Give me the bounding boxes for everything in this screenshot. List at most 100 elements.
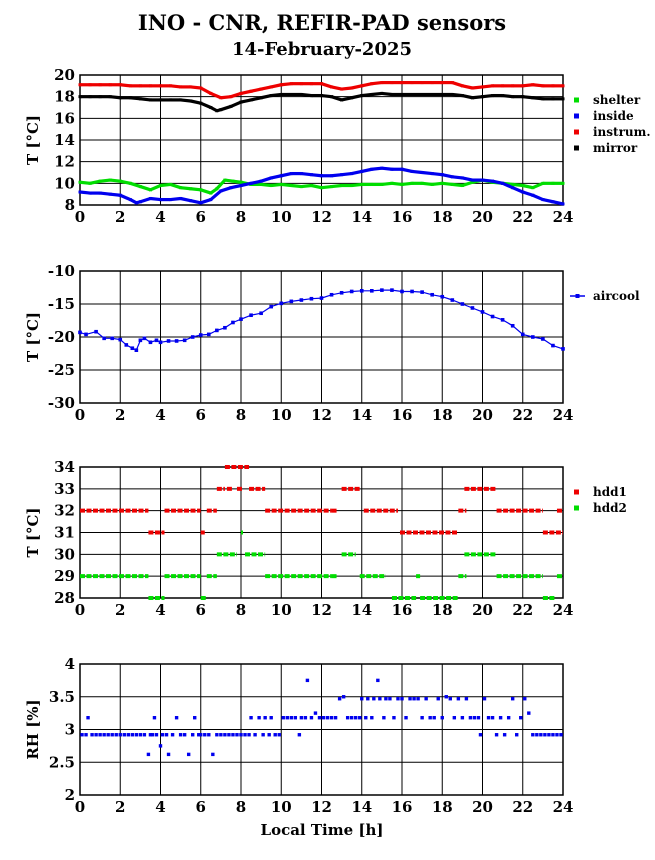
data-point xyxy=(476,716,481,720)
data-trace xyxy=(119,193,131,202)
data-point xyxy=(380,288,384,292)
data-point xyxy=(219,733,223,737)
x-tick-label: 14 xyxy=(351,798,372,816)
data-trace xyxy=(532,96,544,101)
x-tick-label: 0 xyxy=(75,406,85,424)
data-trace xyxy=(270,174,282,180)
data-point xyxy=(134,733,139,737)
data-trace xyxy=(532,193,544,202)
data-trace xyxy=(452,182,463,188)
data-trace xyxy=(190,199,202,205)
y-axis-label: T [°C] xyxy=(24,312,42,362)
data-point xyxy=(269,716,273,720)
data-trace xyxy=(190,99,202,105)
data-point xyxy=(231,733,235,737)
data-point xyxy=(370,289,374,293)
x-tick-label: 18 xyxy=(432,406,453,424)
data-trace xyxy=(472,95,483,100)
series-hdd1 xyxy=(80,465,563,535)
x-tick-label: 22 xyxy=(512,406,533,424)
data-trace xyxy=(99,191,111,196)
data-point xyxy=(345,716,350,720)
data-point xyxy=(370,716,374,720)
data-trace xyxy=(270,83,282,89)
data-trace xyxy=(482,178,493,183)
data-trace xyxy=(240,98,252,104)
x-tick-label: 0 xyxy=(75,798,85,816)
data-trace xyxy=(129,181,141,189)
x-tick-label: 8 xyxy=(236,208,246,226)
x-tick-label: 20 xyxy=(472,406,493,424)
x-tick-label: 10 xyxy=(271,798,292,816)
data-point xyxy=(400,289,404,294)
data-point xyxy=(130,733,135,737)
data-trace xyxy=(250,87,262,93)
data-trace xyxy=(79,180,91,185)
x-tick-label: 24 xyxy=(553,406,574,424)
data-trace xyxy=(180,196,192,203)
data-point xyxy=(527,711,531,715)
data-point xyxy=(207,332,211,337)
data-point xyxy=(543,733,547,737)
data-point xyxy=(490,716,495,720)
data-trace xyxy=(89,179,101,185)
data-point xyxy=(148,340,153,345)
data-point xyxy=(257,716,261,720)
data-point xyxy=(444,695,448,699)
data-point xyxy=(198,333,203,337)
y-tick-label: 14 xyxy=(54,131,75,149)
y-tick-label: 28 xyxy=(54,589,75,607)
x-tick-label: 12 xyxy=(311,798,332,816)
legend-label: mirror xyxy=(593,141,638,155)
data-trace xyxy=(522,83,533,88)
data-point xyxy=(502,733,507,737)
plot-frame xyxy=(79,74,564,206)
data-point xyxy=(341,695,346,699)
data-trace xyxy=(381,166,393,171)
data-point xyxy=(452,716,457,720)
data-trace xyxy=(371,91,383,97)
data-trace xyxy=(552,200,564,206)
data-point xyxy=(124,343,129,347)
data-trace xyxy=(391,181,403,187)
y-tick-label: 33 xyxy=(54,480,75,498)
data-point xyxy=(94,733,98,737)
data-trace xyxy=(341,96,353,102)
chart-title: INO - CNR, REFIR-PAD sensors xyxy=(138,10,506,35)
data-point xyxy=(420,290,424,294)
data-trace xyxy=(371,166,383,171)
data-point xyxy=(472,716,477,720)
data-trace xyxy=(411,169,423,175)
legend-swatch xyxy=(574,97,579,103)
data-trace xyxy=(532,181,544,190)
data-point xyxy=(249,716,253,720)
x-tick-label: 8 xyxy=(236,798,246,816)
data-point xyxy=(372,697,376,701)
data-point xyxy=(199,733,203,737)
data-point xyxy=(150,733,155,737)
data-trace xyxy=(230,183,242,190)
data-trace xyxy=(331,85,342,91)
y-tick-label: 29 xyxy=(54,567,75,585)
data-point xyxy=(299,298,304,302)
y-tick-label: 32 xyxy=(54,502,75,520)
data-point xyxy=(102,336,106,341)
data-point xyxy=(561,347,565,351)
x-tick-label: 6 xyxy=(196,601,206,619)
data-point xyxy=(247,733,251,737)
data-point xyxy=(464,697,469,701)
data-point xyxy=(114,733,118,737)
data-point xyxy=(470,306,475,310)
data-point xyxy=(510,323,515,328)
data-point xyxy=(174,339,179,343)
data-point xyxy=(263,716,267,720)
data-point xyxy=(313,711,318,715)
data-point xyxy=(480,310,485,314)
x-tick-label: 24 xyxy=(553,601,574,619)
data-point xyxy=(118,337,123,342)
data-point xyxy=(158,744,163,748)
data-point xyxy=(98,733,102,737)
data-point xyxy=(227,733,231,737)
data-trace xyxy=(381,181,393,187)
